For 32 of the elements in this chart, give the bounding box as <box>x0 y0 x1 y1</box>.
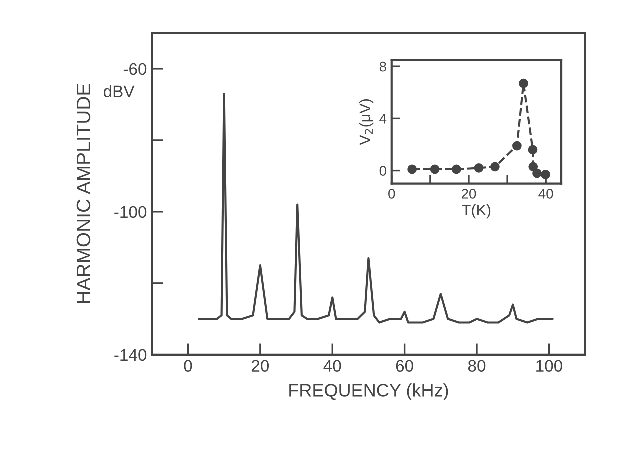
point <box>528 145 538 155</box>
point <box>519 78 528 88</box>
y-tick-label: 4 <box>380 114 387 124</box>
point <box>528 162 538 172</box>
y-tick-label: 8 <box>380 62 386 72</box>
y-tick-label: -140 <box>114 349 147 362</box>
x-tick-label: 20 <box>252 360 270 372</box>
x-axis-title: T(K) <box>462 204 491 219</box>
x-tick-label: 100 <box>536 360 562 372</box>
line-series <box>198 92 554 324</box>
point <box>452 164 462 174</box>
point <box>541 170 550 180</box>
x-tick-label: 0 <box>184 360 192 372</box>
x-tick-label: 20 <box>462 189 476 199</box>
y-tick-label: 0 <box>380 166 386 176</box>
point <box>430 164 440 174</box>
y-axis-title: HARMONIC AMPLITUDE <box>76 84 91 304</box>
y-axis-title: V$_{2}$(μV) <box>359 100 374 146</box>
x-tick-label: 80 <box>468 360 486 372</box>
x-tick-label: 0 <box>388 189 396 199</box>
x-tick-label: 60 <box>396 360 414 372</box>
x-axis-title: FREQUENCY (kHz) <box>290 384 448 400</box>
x-tick-label: 40 <box>538 189 554 199</box>
point <box>408 164 417 174</box>
text: dBV <box>104 85 135 98</box>
point <box>512 141 522 151</box>
y-tick-label: -60 <box>124 63 147 76</box>
point <box>490 162 500 172</box>
point <box>532 168 542 178</box>
x-tick-label: 40 <box>324 360 342 372</box>
y-tick-label: -100 <box>114 206 147 218</box>
point <box>474 164 484 173</box>
